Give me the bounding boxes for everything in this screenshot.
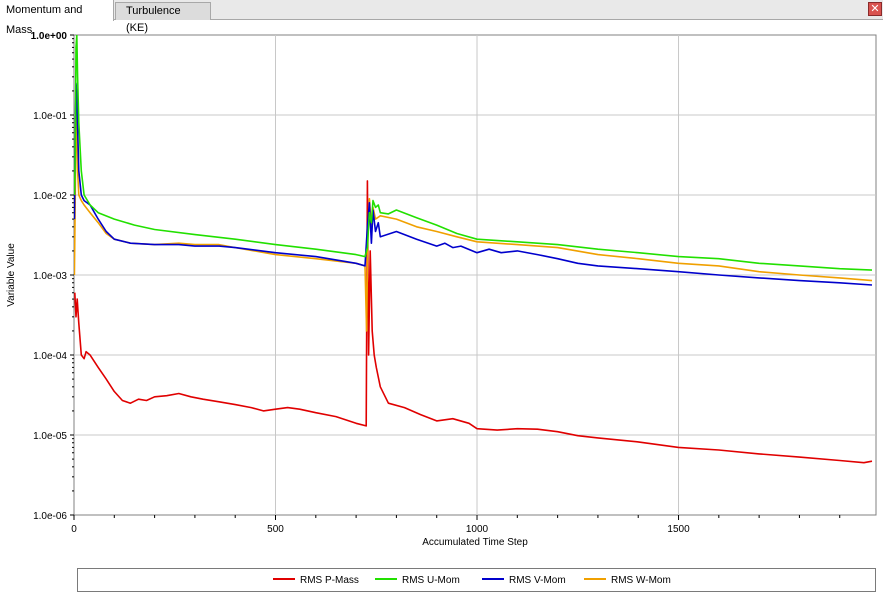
y-tick-label: 1.0e-01 [33,111,67,122]
legend-item-rms-p-mass: RMS P-Mass [273,575,359,587]
y-tick-label: 1.0e-03 [33,271,67,282]
legend-label: RMS U-Mom [402,575,460,586]
legend-swatch [273,578,295,581]
y-tick-label: 1.0e-05 [33,431,67,442]
residual-chart: 1.0e-06 1.0e-05 1.0e-04 1.0e-03 1.0e-02 1.0e-… [6,31,877,548]
x-axis-label: Accumulated Time Step [422,537,528,548]
legend-swatch [375,578,397,581]
legend-label: RMS W-Mom [611,575,671,586]
legend-label: RMS V-Mom [509,575,566,586]
tab-bar: Momentum and Mass Turbulence (KE) ✕ [0,0,883,36]
x-tick-label: 1500 [667,524,690,535]
chart-legend: RMS P-Mass RMS U-Mom RMS V-Mom RMS W-Mom [77,568,876,592]
x-tick-label: 500 [267,524,284,535]
series-line-rms-p-mass [74,180,873,464]
x-tick-label: 0 [71,524,77,535]
series-line-rms-u-mom [74,35,873,271]
legend-item-rms-v-mom: RMS V-Mom [482,575,566,587]
series-line-rms-w-mom [74,100,873,332]
legend-item-rms-u-mom: RMS U-Mom [375,575,460,587]
y-tick-label: 1.0e+00 [31,31,68,42]
x-tick-label: 1000 [466,524,489,535]
legend-label: RMS P-Mass [300,575,359,586]
y-tick-label: 1.0e-04 [33,351,67,362]
tab-turbulence-ke[interactable]: Turbulence (KE) [115,2,211,34]
tab-momentum-and-mass[interactable]: Momentum and Mass [0,0,114,36]
close-icon[interactable]: ✕ [868,2,882,16]
y-tick-label: 1.0e-06 [33,511,67,522]
legend-swatch [482,578,504,581]
legend-item-rms-w-mom: RMS W-Mom [584,575,671,587]
legend-swatch [584,578,606,581]
y-tick-label: 1.0e-02 [33,191,67,202]
y-axis-label: Variable Value [6,243,17,307]
